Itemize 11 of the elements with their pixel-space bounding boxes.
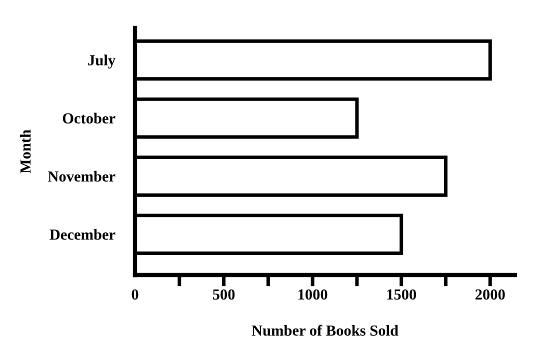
x-tick-label: 1000	[298, 289, 328, 300]
y-tick-label: July	[88, 54, 116, 69]
x-axis-title: Number of Books Sold	[252, 324, 398, 336]
y-tick-label: November	[48, 170, 116, 182]
x-tick-label: 500	[212, 289, 235, 300]
x-tick-label: 2000	[476, 289, 505, 300]
y-tick-label: December	[50, 229, 116, 240]
x-tick-label: 1500	[387, 289, 416, 300]
y-tick-label: October	[62, 112, 116, 124]
y-axis-title: Month	[20, 130, 31, 174]
x-tick-label: 0	[132, 289, 138, 300]
